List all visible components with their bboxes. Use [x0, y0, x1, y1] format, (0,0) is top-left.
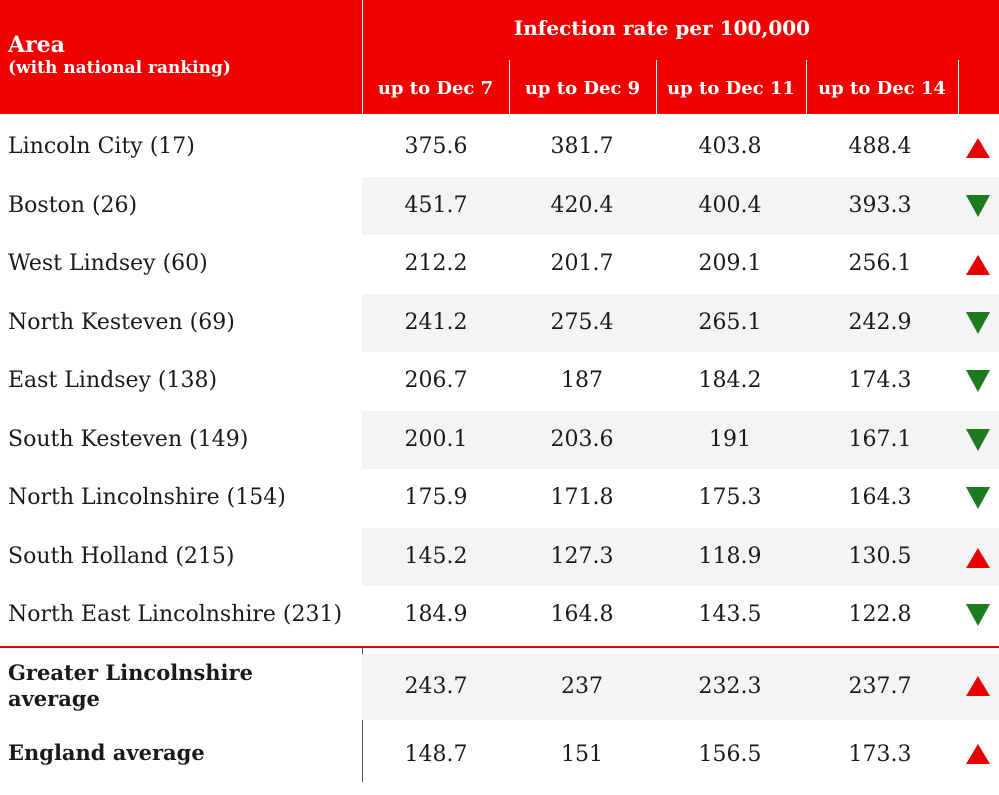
- value-dec14: 173.3: [848, 742, 912, 767]
- header-divider: [958, 60, 959, 114]
- value-dec9: 275.4: [550, 310, 614, 335]
- trend-up-icon: [966, 548, 990, 568]
- value-dec11: 191: [709, 427, 751, 452]
- row-area-name: South Holland (215): [8, 544, 235, 569]
- value-dec14: 237.7: [848, 674, 912, 699]
- value-dec14: 167.1: [848, 427, 912, 452]
- table-row: West Lindsey (60) 212.2 201.7 209.1 256.1: [0, 235, 999, 293]
- row-area-name: Lincoln City (17): [8, 134, 195, 159]
- trend-down-icon: [966, 312, 990, 334]
- value-dec11: 265.1: [698, 310, 762, 335]
- value-dec7: 243.7: [404, 674, 468, 699]
- value-dec7: 206.7: [404, 368, 468, 393]
- value-dec7: 241.2: [404, 310, 468, 335]
- header-divider: [806, 60, 807, 114]
- column-header-dec14: up to Dec 14: [818, 78, 946, 99]
- row-area-name: Greater Lincolnshire average: [8, 660, 253, 712]
- row-shade: [362, 654, 999, 720]
- value-dec7: 175.9: [404, 485, 468, 510]
- table-row: South Holland (215) 145.2 127.3 118.9 130.5: [0, 528, 999, 586]
- row-area-name: North Kesteven (69): [8, 310, 235, 335]
- averages-divider: [0, 646, 999, 648]
- value-dec11: 184.2: [698, 368, 762, 393]
- table-row: North Lincolnshire (154) 175.9 171.8 175.3 1…: [0, 469, 999, 527]
- header-divider: [656, 60, 657, 114]
- table-header: Area (with national ranking) Infection r…: [0, 0, 999, 114]
- row-shade: [362, 294, 999, 352]
- table-row: Lincoln City (17) 375.6 381.7 403.8 488.4: [0, 118, 999, 176]
- table-row: North East Lincolnshire (231) 184.9 164.8 1…: [0, 586, 999, 644]
- value-dec14: 174.3: [848, 368, 912, 393]
- table-row-greater-lincolnshire-average: Greater Lincolnshire average 243.7 237 2…: [0, 650, 999, 722]
- row-shade: [362, 177, 999, 235]
- value-dec14: 393.3: [848, 193, 912, 218]
- table-row: North Kesteven (69) 241.2 275.4 265.1 242.9: [0, 294, 999, 352]
- value-dec14: 122.8: [848, 602, 912, 627]
- trend-down-icon: [966, 370, 990, 392]
- avg-name-line1: Greater Lincolnshire: [8, 660, 253, 685]
- trend-down-icon: [966, 487, 990, 509]
- value-dec11: 403.8: [698, 134, 762, 159]
- value-dec7: 375.6: [404, 134, 468, 159]
- trend-up-icon: [966, 138, 990, 158]
- value-dec9: 237: [561, 674, 603, 699]
- area-header-title: Area: [8, 32, 65, 58]
- trend-up-icon: [966, 744, 990, 764]
- value-dec11: 143.5: [698, 602, 762, 627]
- value-dec14: 488.4: [848, 134, 912, 159]
- row-shade: [362, 411, 999, 469]
- value-dec14: 256.1: [848, 251, 912, 276]
- table-row: South Kesteven (149) 200.1 203.6 191 167.1: [0, 411, 999, 469]
- value-dec11: 175.3: [698, 485, 762, 510]
- rate-header-title: Infection rate per 100,000: [513, 16, 811, 40]
- row-area-name: Boston (26): [8, 193, 138, 218]
- column-header-dec9: up to Dec 9: [524, 78, 641, 99]
- value-dec9: 201.7: [550, 251, 614, 276]
- trend-down-icon: [966, 429, 990, 451]
- value-dec11: 209.1: [698, 251, 762, 276]
- value-dec9: 164.8: [550, 602, 614, 627]
- value-dec11: 232.3: [698, 674, 762, 699]
- row-area-name: North Lincolnshire (154): [8, 485, 286, 510]
- table-row: Boston (26) 451.7 420.4 400.4 393.3: [0, 177, 999, 235]
- value-dec14: 130.5: [848, 544, 912, 569]
- value-dec7: 145.2: [404, 544, 468, 569]
- value-dec9: 420.4: [550, 193, 614, 218]
- value-dec11: 156.5: [698, 742, 762, 767]
- header-divider: [362, 0, 363, 114]
- area-header: Area (with national ranking): [8, 32, 231, 78]
- value-dec9: 203.6: [550, 427, 614, 452]
- area-header-subtitle: (with national ranking): [8, 58, 231, 78]
- trend-up-icon: [966, 255, 990, 275]
- value-dec7: 212.2: [404, 251, 468, 276]
- header-divider: [509, 60, 510, 114]
- trend-up-icon: [966, 676, 990, 696]
- row-area-name: England average: [8, 740, 205, 765]
- value-dec7: 451.7: [404, 193, 468, 218]
- value-dec9: 151: [561, 742, 603, 767]
- table-row: East Lindsey (138) 206.7 187 184.2 174.3: [0, 352, 999, 410]
- value-dec14: 164.3: [848, 485, 912, 510]
- value-dec14: 242.9: [848, 310, 912, 335]
- value-dec7: 184.9: [404, 602, 468, 627]
- value-dec7: 200.1: [404, 427, 468, 452]
- value-dec11: 400.4: [698, 193, 762, 218]
- row-area-name: North East Lincolnshire (231): [8, 602, 343, 627]
- column-header-dec7: up to Dec 7: [377, 78, 494, 99]
- value-dec9: 381.7: [550, 134, 614, 159]
- value-dec9: 171.8: [550, 485, 614, 510]
- row-area-name: East Lindsey (138): [8, 368, 218, 393]
- column-header-dec11: up to Dec 11: [667, 78, 795, 99]
- value-dec11: 118.9: [698, 544, 762, 569]
- row-shade: [362, 528, 999, 586]
- value-dec7: 148.7: [404, 742, 468, 767]
- avg-name-line2: average: [8, 686, 100, 711]
- trend-down-icon: [966, 195, 990, 217]
- value-dec9: 187: [561, 368, 603, 393]
- row-area-name: South Kesteven (149): [8, 427, 249, 452]
- table-row-england-average: England average 148.7 151 156.5 173.3: [0, 722, 999, 782]
- row-area-name: West Lindsey (60): [8, 251, 208, 276]
- value-dec9: 127.3: [550, 544, 614, 569]
- trend-down-icon: [966, 604, 990, 626]
